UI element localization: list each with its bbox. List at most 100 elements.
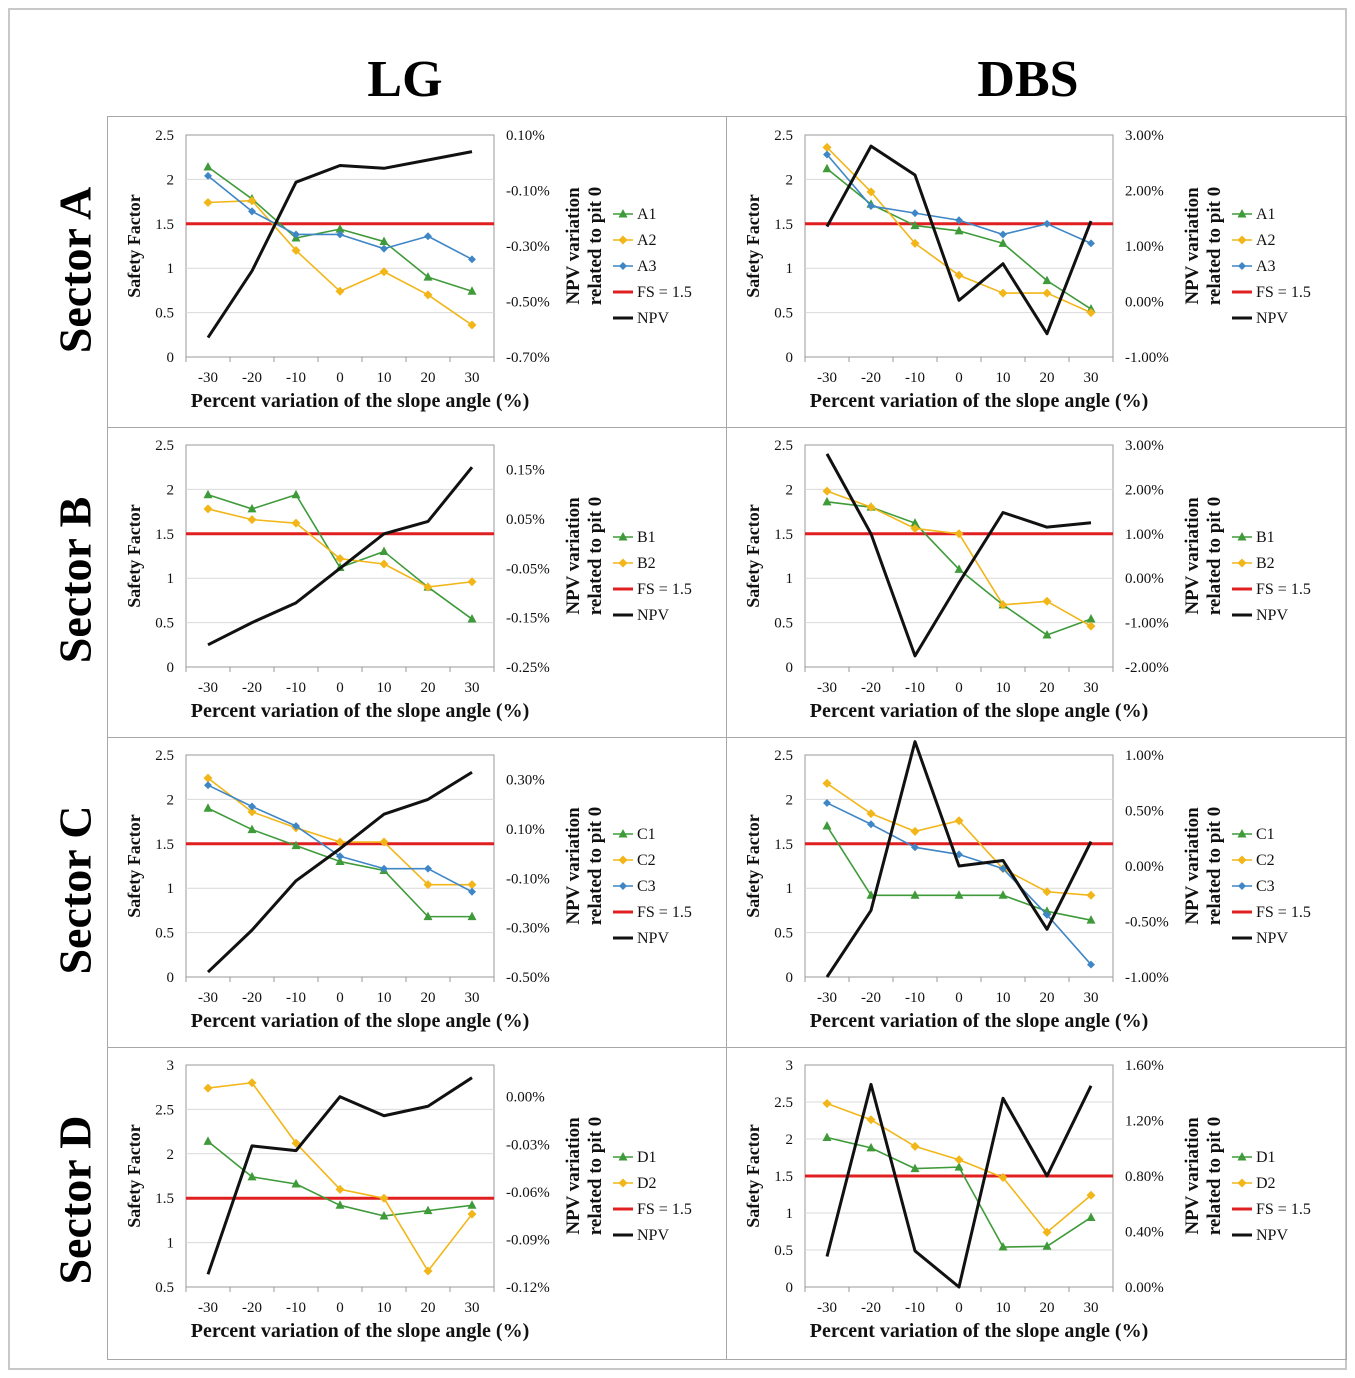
y-tick-label: 2.5 — [774, 1095, 793, 1111]
legend-marker-c2 — [1237, 855, 1247, 865]
data-point-a2 — [1086, 308, 1096, 318]
legend-label-d1: D1 — [637, 1149, 657, 1166]
row-title-sector-a-label: Sector A — [49, 186, 101, 354]
x-tick-label: -10 — [905, 990, 925, 1006]
data-point-a2 — [247, 196, 257, 206]
y-tick-label: 1 — [786, 571, 794, 587]
x-tick-label: -20 — [242, 680, 262, 696]
data-point-b1 — [203, 489, 213, 499]
data-point-d2 — [423, 1266, 433, 1276]
row-title-sector-b-label: Sector B — [49, 496, 101, 664]
data-point-d1 — [203, 1136, 213, 1145]
legend-label-fs-1-5: FS = 1.5 — [637, 284, 692, 301]
chart-grid: 0 0.5 1 1.5 2 2.5 -0.70% -0.50% -0.30% -0.10% 0.10… — [107, 116, 1347, 1360]
legend-label-fs-1-5: FS = 1.5 — [1256, 1201, 1311, 1218]
data-point-d1 — [998, 1242, 1008, 1251]
data-point-a3 — [468, 255, 476, 264]
y-tick-label: 1.5 — [155, 1191, 174, 1207]
plot-area — [804, 444, 1114, 668]
data-point-c2 — [910, 826, 920, 836]
y2-tick-label: -0.10% — [506, 871, 550, 887]
data-point-c1 — [910, 890, 920, 899]
x-tick-label: 20 — [1040, 370, 1055, 386]
y2-tick-label: -0.30% — [506, 239, 550, 255]
data-point-d2 — [203, 1083, 213, 1093]
data-point-a3 — [999, 230, 1007, 239]
data-point-b1 — [910, 518, 920, 527]
series-npv — [206, 1076, 473, 1275]
x-tick-label: 0 — [955, 680, 963, 696]
x-axis-title: Percent variation of the slope angle (%) — [191, 700, 529, 722]
x-axis-title: Percent variation of the slope angle (%) — [810, 1010, 1148, 1032]
data-point-c3 — [867, 820, 875, 829]
data-point-a3 — [1043, 219, 1051, 228]
x-tick-label: 20 — [1040, 680, 1055, 696]
y-tick-label: 1 — [167, 1236, 175, 1252]
x-axis-title: Percent variation of the slope angle (%) — [191, 390, 529, 412]
series-line-a2 — [207, 199, 473, 326]
legend-label-b2: B2 — [1256, 555, 1275, 572]
y-axis-title: Safety Factor — [743, 504, 763, 607]
data-point-c2 — [203, 773, 213, 783]
y2-tick-label: -1.00% — [1125, 350, 1169, 366]
column-title-dbs: DBS — [977, 51, 1079, 108]
y2-axis-title: related to pit 0 — [585, 187, 606, 305]
data-point-c3 — [424, 864, 432, 873]
series-c1 — [822, 821, 1096, 924]
data-point-c1 — [291, 840, 301, 850]
x-tick-label: 30 — [465, 990, 480, 1006]
data-point-b2 — [467, 577, 477, 587]
data-point-c1 — [203, 803, 213, 812]
x-tick-label: 30 — [465, 680, 480, 696]
y2-axis-title: related to pit 0 — [1204, 187, 1225, 305]
legend-label-c3: C3 — [1256, 878, 1275, 895]
data-point-a3 — [1087, 239, 1095, 248]
data-point-d2 — [910, 1141, 920, 1151]
legend-label-npv: NPV — [637, 1227, 669, 1244]
data-point-d2 — [247, 1078, 257, 1088]
y-tick-label: 0 — [167, 660, 175, 676]
y2-tick-label: 0.10% — [506, 128, 545, 144]
data-point-b2 — [291, 518, 301, 528]
series-line-npv — [825, 144, 1093, 336]
series-b2 — [822, 486, 1096, 631]
x-tick-label: -30 — [198, 680, 218, 696]
data-point-a3 — [380, 244, 388, 253]
y2-tick-label: 3.00% — [1125, 438, 1164, 454]
data-point-c2 — [247, 807, 257, 817]
series-line-npv — [206, 770, 473, 974]
x-axis-title: Percent variation of the slope angle (%) — [810, 390, 1148, 412]
y-tick-label: 1.5 — [774, 217, 793, 233]
legend-label-c2: C2 — [637, 852, 656, 869]
legend-marker-b2 — [618, 558, 628, 568]
x-tick-label: 30 — [1084, 370, 1099, 386]
legend-marker-a2 — [1237, 235, 1247, 245]
data-point-a1 — [379, 236, 389, 246]
y-tick-label: 2.5 — [155, 128, 174, 144]
row-title-sector-d-label: Sector D — [49, 1115, 101, 1285]
y-tick-label: 2.5 — [774, 748, 793, 764]
data-point-d1 — [866, 1142, 876, 1152]
series-line-npv — [825, 453, 1092, 658]
data-point-b2 — [954, 529, 964, 539]
y-tick-label: 2.5 — [155, 438, 174, 454]
legend-label-a2: A2 — [1256, 232, 1276, 249]
y2-tick-label: 0.00% — [1125, 295, 1164, 311]
x-tick-label: 10 — [996, 680, 1011, 696]
x-tick-label: -30 — [817, 1300, 837, 1316]
data-point-d1 — [910, 1163, 920, 1173]
series-b2 — [203, 504, 477, 592]
data-point-c3 — [248, 802, 256, 811]
legend-marker-c1 — [1237, 829, 1247, 838]
x-tick-label: -30 — [198, 1300, 218, 1316]
y-tick-label: 0 — [786, 660, 794, 676]
x-tick-label: 30 — [1084, 990, 1099, 1006]
chart-sector-a-lg: 0 0.5 1 1.5 2 2.5 -0.70% -0.50% -0.30% -0.10% 0.10… — [124, 128, 692, 412]
legend-label-a2: A2 — [637, 232, 657, 249]
series-a1 — [822, 163, 1096, 313]
x-tick-label: 10 — [377, 1300, 392, 1316]
series-c2 — [822, 778, 1096, 900]
y2-tick-label: -0.50% — [506, 295, 550, 311]
series-a2 — [203, 196, 477, 330]
series-line-c1 — [826, 825, 1092, 921]
